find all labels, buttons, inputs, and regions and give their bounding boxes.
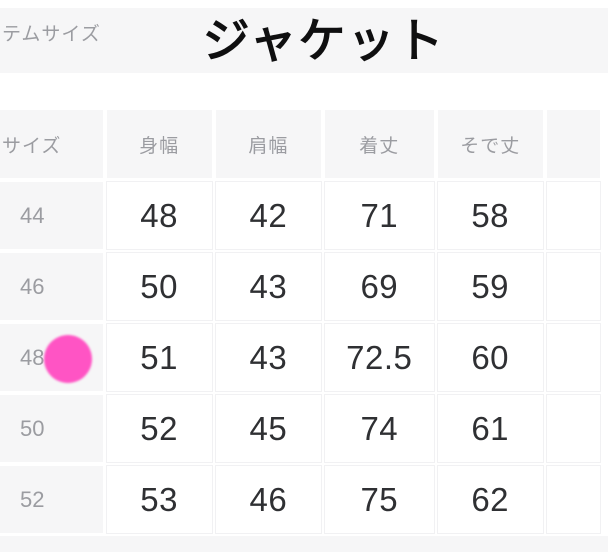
cell-length: 74 xyxy=(325,395,434,462)
table-row: 46 50 43 69 59 xyxy=(0,253,600,320)
cell-sleeve-length: 60 xyxy=(437,324,543,391)
cell-body-width: 53 xyxy=(106,466,212,533)
cell-length: 72.5 xyxy=(325,324,434,391)
size-label: 46 xyxy=(0,253,103,320)
size-label: 52 xyxy=(0,466,103,533)
cell-body-width: 50 xyxy=(106,253,212,320)
cell-shoulder-width: 43 xyxy=(215,324,322,391)
cell-body-width: 52 xyxy=(106,395,212,462)
table-header-row: サイズ 身幅 肩幅 着丈 そで丈 xyxy=(0,110,600,178)
table-row: 52 53 46 75 62 xyxy=(0,466,600,533)
section-title-bar: テムサイズ ジャケット xyxy=(0,8,608,73)
cell-body-width: 51 xyxy=(106,324,212,391)
cell-shoulder-width: 42 xyxy=(215,182,322,249)
cell-partial xyxy=(546,466,600,533)
column-header-sleeve-length: そで丈 xyxy=(437,110,543,178)
cell-length: 69 xyxy=(325,253,434,320)
column-header-body-width: 身幅 xyxy=(106,110,212,178)
column-header-partial xyxy=(546,110,600,178)
cell-shoulder-width: 45 xyxy=(215,395,322,462)
cell-sleeve-length: 59 xyxy=(437,253,543,320)
next-section-bar xyxy=(0,536,608,552)
table-row: 48 51 43 72.5 60 xyxy=(0,324,600,391)
size-label: 44 xyxy=(0,182,103,249)
page-title: ジャケット xyxy=(202,14,446,67)
cell-shoulder-width: 46 xyxy=(215,466,322,533)
cell-sleeve-length: 58 xyxy=(437,182,543,249)
table-row: 50 52 45 74 61 xyxy=(0,395,600,462)
cell-partial xyxy=(546,182,600,249)
cell-sleeve-length: 62 xyxy=(437,466,543,533)
column-header-size: サイズ xyxy=(0,110,103,178)
cell-length: 71 xyxy=(325,182,434,249)
cell-sleeve-length: 61 xyxy=(437,395,543,462)
cell-shoulder-width: 43 xyxy=(215,253,322,320)
size-label: 50 xyxy=(0,395,103,462)
cell-partial xyxy=(546,324,600,391)
cell-partial xyxy=(546,395,600,462)
item-size-label: テムサイズ xyxy=(2,24,101,45)
cell-body-width: 48 xyxy=(106,182,212,249)
selected-size-marker-dot[interactable] xyxy=(44,335,92,383)
cell-length: 75 xyxy=(325,466,434,533)
size-table: サイズ 身幅 肩幅 着丈 そで丈 44 48 42 71 58 46 50 43 xyxy=(0,106,604,537)
column-header-shoulder-width: 肩幅 xyxy=(215,110,322,178)
table-row: 44 48 42 71 58 xyxy=(0,182,600,249)
cell-partial xyxy=(546,253,600,320)
column-header-length: 着丈 xyxy=(325,110,434,178)
